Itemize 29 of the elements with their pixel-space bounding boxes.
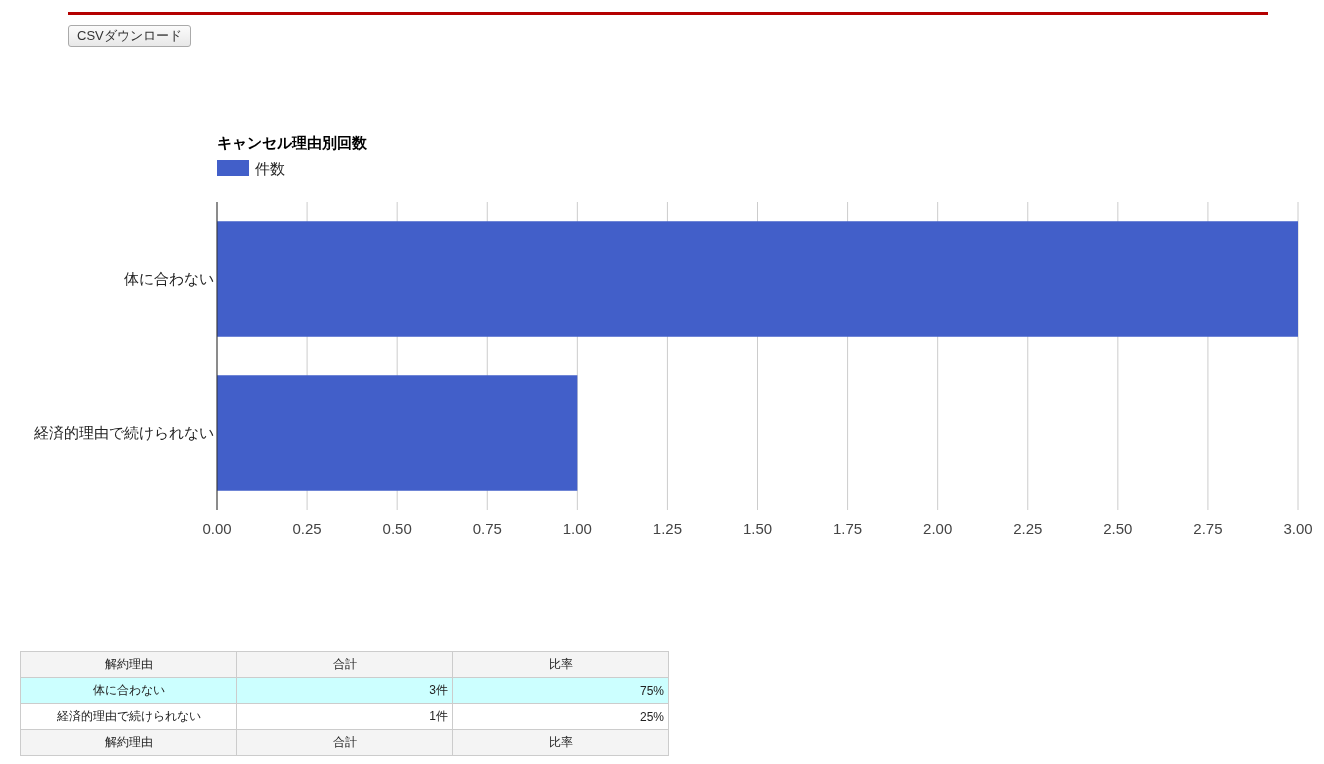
category-label: 体に合わない [92, 683, 165, 697]
category-label: 経済的理由で続けられない [56, 709, 201, 723]
text: 比率 [452, 651, 669, 678]
text: CSVダウンロード [68, 25, 191, 47]
x-tick-label: 2.25 [1013, 520, 1043, 537]
text: 1件 [236, 703, 453, 730]
text: 3件 [236, 677, 453, 704]
x-tick-label: 0.50 [382, 520, 412, 537]
x-tick-label: 2.75 [1193, 520, 1223, 537]
text: 合計 [236, 651, 453, 678]
x-tick-label: 0.00 [202, 520, 232, 537]
text: 75% [452, 677, 669, 704]
x-tick-label: 2.00 [923, 520, 953, 537]
legend: 件数 [217, 160, 285, 177]
x-tick-label: 0.75 [472, 520, 502, 537]
legend-label: 件数 [255, 160, 285, 177]
chart-title: キャンセル理由別回数 [217, 134, 368, 151]
x-tick-label: 3.00 [1283, 520, 1313, 537]
text: 合計 [236, 729, 453, 756]
text: 解約理由 [20, 651, 237, 678]
x-tick-label: 0.25 [292, 520, 322, 537]
text: 25% [452, 703, 669, 730]
x-tick-label: 1.00 [562, 520, 592, 537]
x-tick-label: 1.25 [652, 520, 683, 537]
x-tick-label: 1.50 [742, 520, 773, 537]
x-tick-label: 2.50 [1103, 520, 1133, 537]
text: 比率 [452, 729, 669, 756]
text: 解約理由 [20, 729, 237, 756]
x-tick-label: 1.75 [832, 520, 863, 537]
